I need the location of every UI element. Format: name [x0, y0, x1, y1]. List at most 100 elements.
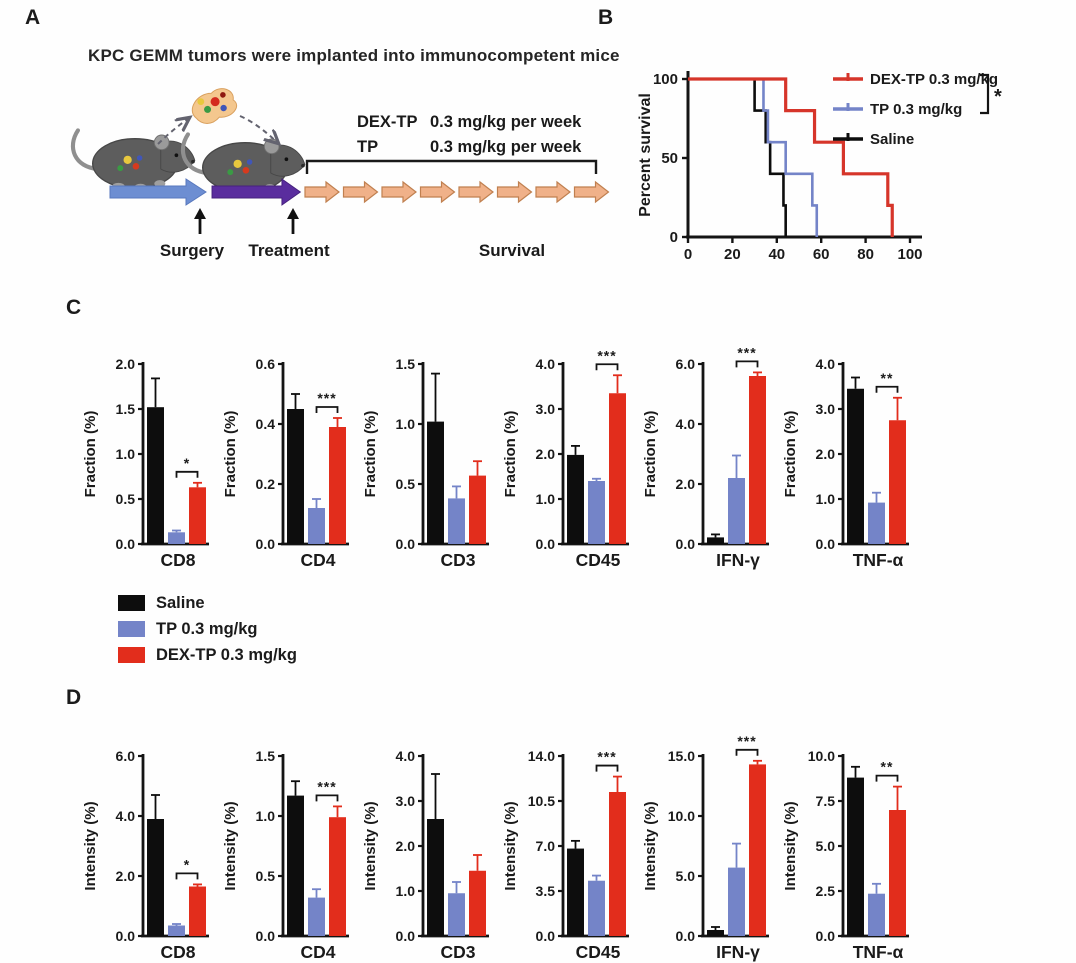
category-label: CD3 — [440, 942, 475, 962]
y-tick-label: 10.0 — [668, 808, 695, 824]
significance-bracket — [175, 470, 199, 478]
x-tick-label: 60 — [813, 246, 830, 263]
bar-DEX-TP 0.3 mg/kg — [469, 475, 486, 544]
y-tick-label: 2.5 — [816, 883, 836, 899]
y-tick-label: 0.4 — [256, 416, 276, 432]
y-tick-label: 0.0 — [396, 536, 416, 552]
x-tick-label: 100 — [897, 246, 922, 263]
significance-bracket — [875, 774, 899, 782]
bar-chart-svg: Fraction (%) 0.0 0.2 0.4 0.6 *** CD4 — [222, 356, 349, 570]
bar-chart-CD3: Fraction (%) 0.0 0.5 1.0 1.5 CD3 — [362, 352, 505, 574]
bar-Saline — [287, 409, 304, 544]
y-tick-label: 2.0 — [536, 446, 556, 462]
significance-stars: * — [994, 86, 1002, 108]
bar-Saline — [707, 537, 724, 544]
significance-stars: *** — [597, 749, 616, 765]
tumor-implant-dashed-arrow — [239, 115, 278, 143]
y-axis-label: Fraction (%) — [782, 411, 799, 498]
y-tick-label: 0.0 — [676, 536, 696, 552]
y-tick-label: 0.0 — [536, 928, 556, 944]
y-tick-label: 15.0 — [668, 748, 695, 764]
bar-TP 0.3 mg/kg — [168, 925, 185, 936]
weekly-dose-arrow — [381, 181, 417, 203]
surgery-label: Surgery — [160, 241, 225, 260]
y-tick-label: 0 — [670, 229, 678, 246]
y-tick-label: 1.5 — [256, 748, 276, 764]
significance-bracket — [315, 794, 339, 802]
y-axis-label: Fraction (%) — [222, 411, 239, 498]
survival-curve — [688, 77, 894, 237]
y-tick-label: 2.0 — [116, 356, 136, 372]
category-label: CD45 — [576, 550, 621, 570]
y-tick-label: 1.0 — [396, 416, 416, 432]
experiment-schematic: DEX-TP 0.3 mg/kg per week TP 0.3 mg/kg p… — [40, 88, 610, 260]
significance-bracket — [735, 748, 759, 756]
y-tick-label: 5.0 — [816, 838, 836, 854]
weekly-dose-arrow — [458, 181, 494, 203]
treatment-marker-arrow — [287, 208, 299, 234]
bar-chart-CD45: Intensity (%) 0.0 3.5 7.0 10.5 14.0 *** CD45 — [502, 744, 645, 963]
weekly-dose-arrow — [573, 181, 610, 203]
bar-chart-IFN-γ: Fraction (%) 0.0 2.0 4.0 6.0 *** IFN-γ — [642, 344, 785, 574]
y-tick-label: 0.6 — [256, 356, 276, 372]
donor-mouse-icon — [73, 130, 195, 191]
y-axis-label: Intensity (%) — [82, 801, 99, 890]
y-tick-label: 1.0 — [536, 491, 556, 507]
bar-DEX-TP 0.3 mg/kg — [889, 420, 906, 544]
significance-bracket — [735, 360, 759, 368]
y-tick-label: 100 — [653, 71, 678, 88]
bar-TP 0.3 mg/kg — [448, 498, 465, 544]
weekly-dose-arrow — [342, 181, 379, 203]
y-tick-label: 2.0 — [396, 838, 416, 854]
tumor-harvest-dashed-arrow — [157, 118, 189, 145]
bar-chart-svg: Fraction (%) 0.0 0.5 1.0 1.5 2.0 * CD8 — [82, 356, 209, 570]
y-tick-label: 4.0 — [396, 748, 416, 764]
bar-TP 0.3 mg/kg — [728, 478, 745, 544]
y-tick-label: 3.0 — [816, 401, 836, 417]
weekly-dose-arrows — [304, 181, 610, 203]
bar-chart-svg: Intensity (%) 0.0 2.5 5.0 7.5 10.0 ** TNF-α — [782, 748, 909, 962]
tumor-icon — [191, 88, 238, 124]
y-tick-label: 0.0 — [116, 536, 136, 552]
category-label: CD8 — [160, 942, 195, 962]
y-axis-label: Intensity (%) — [222, 801, 239, 890]
significance-stars: *** — [317, 778, 336, 794]
bar-TP 0.3 mg/kg — [728, 867, 745, 936]
y-tick-label: 10.5 — [528, 793, 555, 809]
y-tick-label: 5.0 — [676, 868, 696, 884]
regimen-row1-dose: 0.3 mg/kg per week — [430, 113, 582, 131]
bar-Saline — [567, 454, 584, 544]
category-label: TNF-α — [853, 942, 904, 962]
significance-bracket — [315, 406, 339, 413]
bar-chart-legend: Saline TP 0.3 mg/kg DEX-TP 0.3 mg/kg — [118, 590, 297, 668]
y-tick-label: 3.0 — [396, 793, 416, 809]
bar-chart-IFN-γ: Intensity (%) 0.0 5.0 10.0 15.0 *** IFN-γ — [642, 733, 785, 963]
weekly-dose-arrow — [419, 181, 456, 203]
panel-c-bar-charts: Fraction (%) 0.0 0.5 1.0 1.5 2.0 * CD8 Fraction … — [82, 344, 925, 574]
category-label: IFN-γ — [716, 550, 760, 570]
y-tick-label: 50 — [661, 150, 678, 167]
category-label: CD3 — [440, 550, 475, 570]
y-tick-label: 4.0 — [676, 416, 696, 432]
survival-curve — [688, 77, 787, 237]
bar-chart-CD4: Intensity (%) 0.0 0.5 1.0 1.5 *** CD4 — [222, 744, 365, 963]
survival-plot: 0 50 100 0 20 40 60 80 100 Percent survival DEX-TP… — [637, 71, 1002, 263]
y-axis-label: Intensity (%) — [642, 801, 659, 890]
y-axis-label: Percent survival — [637, 93, 654, 217]
bar-Saline — [147, 819, 164, 936]
y-tick-label: 0.5 — [116, 491, 136, 507]
y-tick-label: 1.5 — [396, 356, 416, 372]
y-tick-label: 6.0 — [116, 748, 136, 764]
y-tick-label: 7.0 — [536, 838, 556, 854]
category-label: IFN-γ — [716, 942, 760, 962]
bar-DEX-TP 0.3 mg/kg — [329, 817, 346, 936]
legend-swatch-tp — [118, 621, 145, 637]
bar-TP 0.3 mg/kg — [308, 508, 325, 544]
significance-stars: *** — [597, 347, 616, 363]
y-axis-label: Intensity (%) — [502, 801, 519, 890]
y-tick-label: 4.0 — [816, 356, 836, 372]
y-tick-label: 1.0 — [396, 883, 416, 899]
y-tick-label: 6.0 — [676, 356, 696, 372]
bar-chart-svg: Fraction (%) 0.0 1.0 2.0 3.0 4.0 ** TNF-α — [782, 356, 909, 570]
bar-Saline — [147, 407, 164, 544]
